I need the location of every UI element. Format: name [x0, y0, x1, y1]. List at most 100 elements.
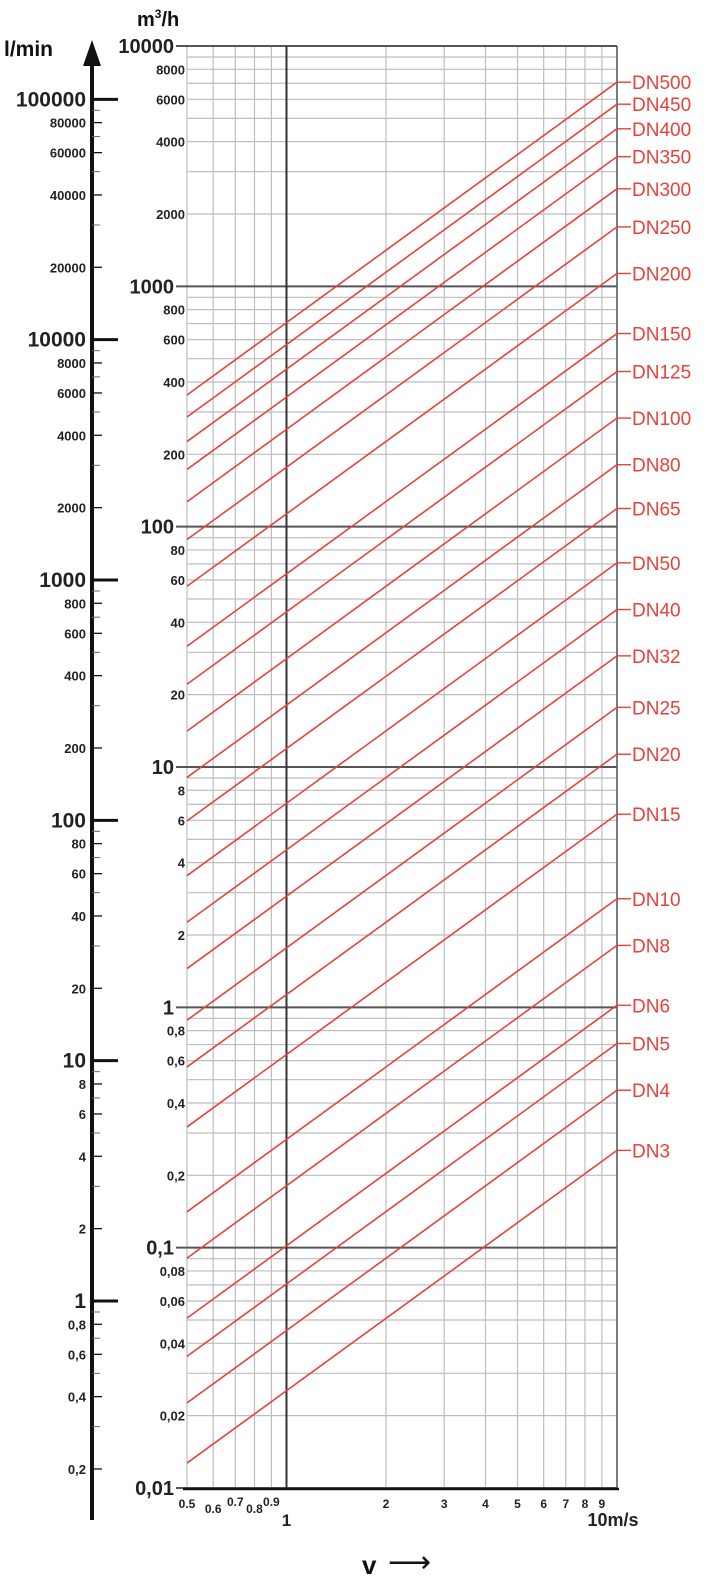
lmin-tick-label: 1000 [39, 569, 86, 592]
lmin-tick-label: 40 [72, 909, 86, 924]
axes [83, 40, 619, 1520]
m3h-tick-label: 0,06 [160, 1294, 185, 1309]
series-label: DN20 [632, 745, 681, 766]
series-line [186, 1089, 618, 1404]
lmin-tick-label: 6000 [57, 386, 86, 401]
series-label: DN150 [632, 325, 691, 346]
series-label: DN500 [632, 73, 691, 94]
lmin-tick-label: 4000 [57, 428, 86, 443]
m3h-tick-label: 0,1 [146, 1238, 174, 1260]
series-label: DN450 [632, 95, 691, 116]
lmin-tick-label: 20 [72, 981, 86, 996]
velocity-tick-label: 6 [540, 1497, 547, 1511]
series-label: DN125 [632, 363, 691, 384]
series-label: DN50 [632, 554, 681, 575]
lmin-tick-label: 100000 [16, 88, 86, 111]
tick-labels: 100000 80000 60000 40000 20000 10000 8000 6000 4… [16, 36, 639, 1530]
velocity-tick-label: 5 [514, 1497, 521, 1511]
lmin-tick-label: 10000 [28, 329, 86, 352]
series-line [186, 156, 618, 471]
series-line [186, 272, 618, 587]
velocity-tick-label: 0.9 [263, 1495, 280, 1509]
m3h-tick-label: 80 [171, 543, 185, 558]
series-line [186, 655, 618, 970]
lmin-tick-label: 0,6 [68, 1347, 86, 1362]
m3h-tick-label: 1000 [130, 276, 175, 298]
series-label: DN6 [632, 996, 670, 1017]
lmin-tick-label: 20000 [50, 260, 86, 275]
series-line [186, 332, 618, 647]
m3h-tick-label: 600 [163, 333, 185, 348]
lmin-tick-label: 80 [72, 837, 86, 852]
m3h-tick-label: 0,08 [160, 1264, 185, 1279]
velocity-axis-title: v [362, 1550, 377, 1580]
m3h-tick-label: 4000 [156, 135, 185, 150]
series-line [186, 1004, 618, 1319]
lmin-tick-label: 2000 [57, 501, 86, 516]
velocity-tick-label: 10m/s [587, 1510, 638, 1530]
lmin-tick-label: 80000 [50, 116, 86, 131]
series-line [186, 898, 618, 1213]
m3h-tick-label: 8 [178, 783, 185, 798]
lmin-tick-label: 400 [64, 669, 86, 684]
lmin-tick-label: 600 [64, 626, 86, 641]
m3h-tick-label: 0,02 [160, 1409, 185, 1424]
series-line [186, 1149, 618, 1464]
lmin-tick-label: 60 [72, 867, 86, 882]
lmin-tick-label: 6 [79, 1107, 86, 1122]
m3h-tick-label: 6000 [156, 92, 185, 107]
series-line [186, 1042, 618, 1357]
series-line [186, 944, 618, 1259]
velocity-tick-label: 0.6 [205, 1502, 222, 1516]
lmin-tick-label: 40000 [50, 188, 86, 203]
lmin-tick-label: 10 [63, 1050, 86, 1073]
flow-m3h-axis-title: m3/h [137, 7, 179, 31]
series-label: DN350 [632, 148, 691, 169]
series-label: DN65 [632, 500, 681, 521]
lmin-tick-label: 2 [79, 1222, 86, 1237]
velocity-tick-label: 0.5 [179, 1497, 196, 1511]
velocity-tick-label: 0.7 [227, 1495, 244, 1509]
velocity-tick-label: 1 [282, 1511, 291, 1530]
velocity-tick-label: 4 [482, 1497, 489, 1511]
lmin-tick-label: 100 [51, 809, 86, 832]
series-line [186, 103, 618, 418]
m3h-tick-label: 60 [171, 573, 185, 588]
lmin-tick-label: 0,8 [68, 1317, 86, 1332]
m3h-tick-label: 2000 [156, 207, 185, 222]
m3h-tick-label: 1 [163, 997, 174, 1019]
series-label: DN300 [632, 180, 691, 201]
flow-lmin-axis-title: l/min [4, 38, 53, 61]
m3h-tick-label: 10000 [118, 36, 174, 58]
series-label: DN80 [632, 456, 681, 477]
series-line [186, 370, 618, 685]
m3h-tick-label: 400 [163, 375, 185, 390]
series-label: DN100 [632, 409, 691, 430]
series-label: DN200 [632, 264, 691, 285]
series-label: DN400 [632, 120, 691, 141]
velocity-tick-label: 0.8 [246, 1502, 263, 1516]
series-line [186, 417, 618, 732]
series-label: DN4 [632, 1081, 670, 1102]
series-line [186, 464, 618, 779]
velocity-tick-label: 9 [599, 1497, 606, 1511]
series-label: DN5 [632, 1035, 670, 1056]
series-label: DN8 [632, 936, 670, 957]
m3h-tick-label: 200 [163, 447, 185, 462]
m3h-tick-label: 6 [178, 813, 185, 828]
series-line [186, 81, 618, 396]
m3h-tick-label: 4 [178, 856, 186, 871]
series-label: DN40 [632, 601, 681, 622]
m3h-tick-label: 40 [171, 615, 185, 630]
series-line [186, 188, 618, 503]
m3h-tick-label: 100 [141, 517, 174, 539]
lmin-tick-label: 0,4 [68, 1390, 87, 1405]
major-grid [176, 45, 618, 1489]
m3h-tick-label: 0,2 [167, 1168, 185, 1183]
lmin-tick-label: 60000 [50, 146, 86, 161]
m3h-tick-label: 0,6 [167, 1054, 185, 1069]
series-line [186, 753, 618, 1068]
series-line [186, 608, 618, 923]
